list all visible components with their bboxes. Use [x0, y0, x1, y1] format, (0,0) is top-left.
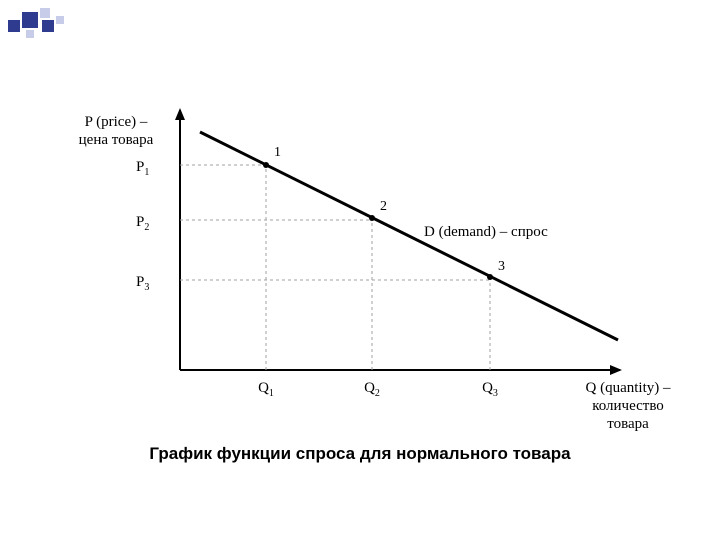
- y-axis-label: цена товара: [79, 132, 154, 148]
- point-label: 2: [380, 199, 387, 214]
- x-axis-label: Q (quantity) –: [586, 380, 671, 396]
- x-axis-label: товара: [607, 416, 649, 432]
- demand-line: [200, 132, 618, 340]
- slide-container: P (price) – цена товара P1 P2 P3 Q1 Q2 Q3 D (dem…: [0, 0, 720, 540]
- data-point: [487, 274, 493, 280]
- y-tick-label: P1: [136, 159, 149, 178]
- point-label: 3: [498, 259, 505, 274]
- demand-chart: P (price) – цена товара P1 P2 P3 Q1 Q2 Q3 D (dem…: [0, 0, 720, 440]
- data-point: [263, 162, 269, 168]
- y-tick-label: P2: [136, 214, 149, 233]
- x-tick-label: Q3: [482, 380, 498, 399]
- data-point: [369, 215, 375, 221]
- x-tick-label: Q1: [258, 380, 274, 399]
- x-tick-label: Q2: [364, 380, 380, 399]
- chart-caption: График функции спроса для нормального то…: [0, 444, 720, 464]
- y-tick-label: P3: [136, 274, 149, 293]
- demand-label: D (demand) – спрос: [424, 224, 548, 240]
- point-label: 1: [274, 145, 281, 160]
- y-axis-label: P (price) –: [85, 114, 148, 130]
- x-axis-label: количество: [592, 398, 664, 414]
